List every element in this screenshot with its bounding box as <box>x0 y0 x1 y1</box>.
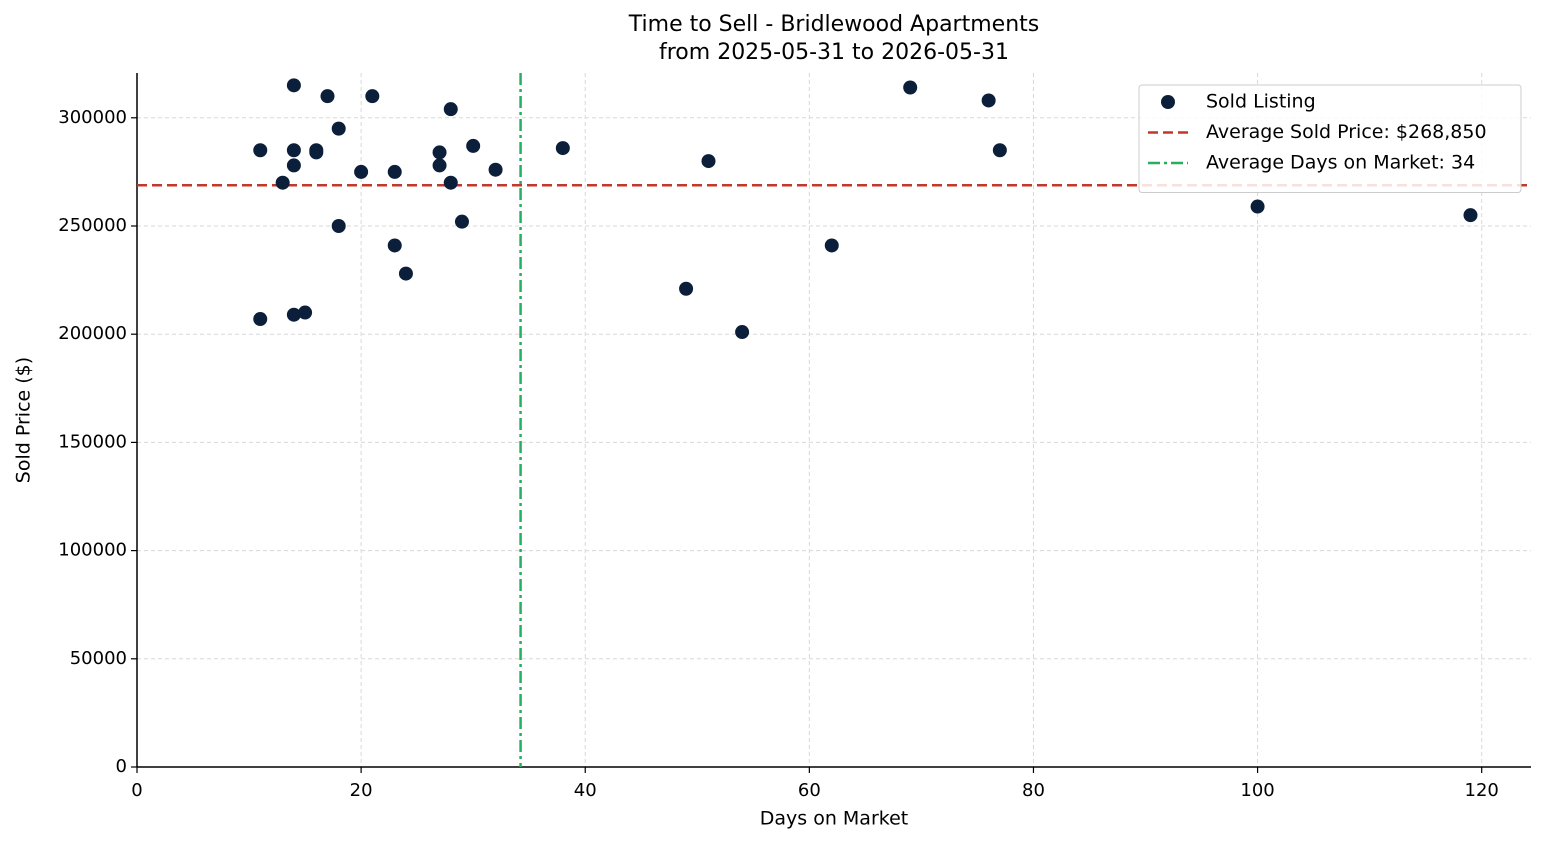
x-tick-label: 60 <box>798 780 821 801</box>
point <box>992 143 1007 158</box>
point <box>735 325 750 340</box>
point <box>555 141 570 156</box>
point <box>286 143 301 158</box>
point <box>320 89 335 104</box>
point <box>398 266 413 281</box>
point <box>298 305 313 320</box>
x-tick-label: 120 <box>1465 780 1499 801</box>
point <box>309 145 324 160</box>
point <box>488 162 503 177</box>
x-tick-label: 20 <box>350 780 373 801</box>
point <box>824 238 839 253</box>
y-axis-label: Sold Price ($) <box>13 357 35 483</box>
point <box>466 138 481 153</box>
point <box>253 312 268 327</box>
legend-box <box>1138 84 1522 193</box>
point <box>253 143 268 158</box>
point <box>331 121 346 136</box>
point <box>432 145 447 160</box>
chart-title: Time to Sell - Bridlewood Apartments <box>628 12 1039 37</box>
legend-label: Average Sold Price: $268,850 <box>1206 121 1487 143</box>
x-tick-label: 40 <box>574 780 597 801</box>
point <box>443 102 458 117</box>
point <box>275 175 290 190</box>
legend-marker <box>1161 95 1175 109</box>
point <box>286 78 301 93</box>
point <box>903 80 918 95</box>
y-tick-label: 50000 <box>70 648 127 669</box>
point <box>354 164 369 179</box>
x-tick-label: 0 <box>131 780 142 801</box>
y-tick-label: 100000 <box>58 540 127 561</box>
y-tick-label: 200000 <box>58 323 127 344</box>
y-tick-label: 150000 <box>58 431 127 452</box>
point <box>981 93 996 108</box>
point <box>387 164 402 179</box>
point <box>443 175 458 190</box>
x-tick-label: 100 <box>1240 780 1274 801</box>
point <box>432 158 447 173</box>
point <box>1250 199 1265 214</box>
point <box>286 307 301 322</box>
y-tick-label: 300000 <box>58 107 127 128</box>
chart-subtitle: from 2025-05-31 to 2026-05-31 <box>659 40 1009 65</box>
y-tick-label: 0 <box>116 756 127 777</box>
x-tick-label: 80 <box>1022 780 1045 801</box>
point <box>701 154 716 169</box>
point <box>454 214 469 229</box>
point <box>286 158 301 173</box>
legend-label: Sold Listing <box>1206 91 1316 113</box>
point <box>387 238 402 253</box>
point <box>679 281 694 296</box>
point <box>365 89 380 104</box>
point <box>1463 208 1478 223</box>
legend-label: Average Days on Market: 34 <box>1206 152 1475 174</box>
x-axis-label: Days on Market <box>760 808 908 830</box>
point <box>331 218 346 233</box>
y-tick-label: 250000 <box>58 215 127 236</box>
